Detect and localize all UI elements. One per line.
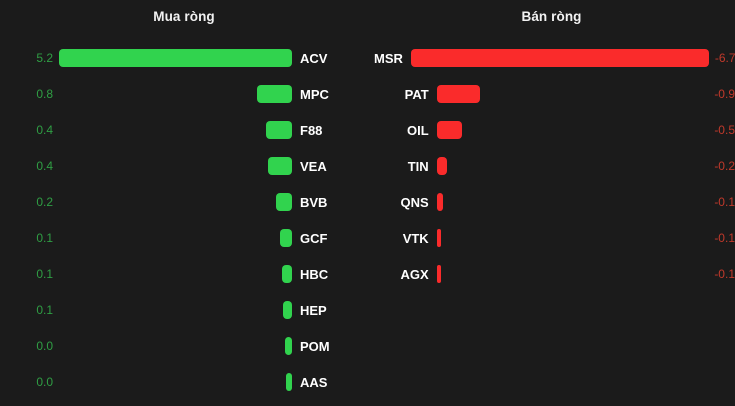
sell-bar[interactable] (436, 265, 441, 283)
sell-bar[interactable] (436, 157, 447, 175)
buy-ticker-label[interactable]: MPC (300, 86, 329, 102)
sell-ticker-label[interactable]: AGX (400, 266, 429, 282)
chart-row: TIN -0.2 (368, 148, 735, 184)
buy-ticker-label[interactable]: HBC (300, 266, 329, 282)
buy-value-label: 0.0 (36, 339, 53, 353)
sell-value-label: -0.5 (714, 123, 735, 137)
buy-bar-track (59, 121, 292, 139)
sell-bar[interactable] (410, 49, 709, 67)
buy-ticker-label[interactable]: AAS (300, 374, 328, 390)
buy-bar[interactable] (59, 49, 292, 67)
chart-row: 0.4 VEA (0, 148, 368, 184)
buy-panel-title: Mua ròng (153, 9, 215, 24)
sell-value-label: -0.1 (714, 231, 735, 245)
buy-rows: 5.2 ACV 0.8 MPC 0.4 F88 0.4 VEA 0.2 BVB 0.1 GCF 0.1 H… (0, 40, 368, 400)
chart-row: 0.8 MPC (0, 76, 368, 112)
buy-value-label: 5.2 (36, 51, 53, 65)
buy-bar[interactable] (276, 193, 292, 211)
buy-bar-track (59, 85, 292, 103)
sell-ticker-label[interactable]: TIN (407, 158, 429, 174)
chart-row: 0.1 HEP (0, 292, 368, 328)
buy-value-label: 0.1 (36, 267, 53, 281)
buy-value-label: 0.8 (36, 87, 53, 101)
buy-bar[interactable] (283, 301, 292, 319)
buy-ticker-label[interactable]: POM (300, 338, 330, 354)
sell-ticker-label[interactable]: PAT (404, 86, 429, 102)
buy-ticker-label[interactable]: VEA (300, 158, 327, 174)
chart-row: PAT -0.9 (368, 76, 735, 112)
sell-ticker-label[interactable]: VTK (402, 230, 429, 246)
sell-rows: MSR -6.7 PAT -0.9 OIL -0.5 TIN -0.2 QNS -0.1 VTK -0… (368, 40, 735, 292)
sell-bar-track (410, 49, 709, 67)
buy-value-label: 0.4 (36, 159, 53, 173)
sell-ticker-label[interactable]: MSR (374, 50, 403, 66)
sell-bar[interactable] (436, 193, 443, 211)
buy-ticker-label[interactable]: HEP (300, 302, 327, 318)
buy-value-label: 0.0 (36, 375, 53, 389)
buy-panel: Mua ròng 5.2 ACV 0.8 MPC 0.4 F88 0.4 VEA 0.2 BVB 0… (0, 9, 368, 400)
sell-bar-track (436, 157, 709, 175)
sell-bar-track (436, 193, 709, 211)
buy-value-label: 0.1 (36, 231, 53, 245)
sell-bar-track (436, 85, 709, 103)
sell-value-label: -0.9 (714, 87, 735, 101)
buy-bar[interactable] (282, 265, 292, 283)
chart-row: QNS -0.1 (368, 184, 735, 220)
chart-row: 0.2 BVB (0, 184, 368, 220)
buy-bar-track (59, 157, 292, 175)
buy-bar[interactable] (268, 157, 292, 175)
buy-bar[interactable] (280, 229, 292, 247)
sell-bar-track (436, 265, 709, 283)
buy-value-label: 0.4 (36, 123, 53, 137)
buy-bar-track (59, 193, 292, 211)
sell-value-label: -6.7 (714, 51, 735, 65)
buy-bar-track (59, 373, 292, 391)
sell-bar[interactable] (436, 85, 480, 103)
buy-bar[interactable] (286, 373, 292, 391)
buy-bar[interactable] (257, 85, 292, 103)
sell-value-label: -0.1 (714, 195, 735, 209)
buy-bar-track (59, 49, 292, 67)
buy-ticker-label[interactable]: GCF (300, 230, 328, 246)
chart-row: 0.4 F88 (0, 112, 368, 148)
buy-bar-track (59, 337, 292, 355)
buy-bar[interactable] (285, 337, 292, 355)
sell-bar[interactable] (436, 121, 462, 139)
buy-bar-track (59, 301, 292, 319)
buy-value-label: 0.2 (36, 195, 53, 209)
chart-row: 5.2 ACV (0, 40, 368, 76)
sell-value-label: -0.2 (714, 159, 735, 173)
chart-row: OIL -0.5 (368, 112, 735, 148)
buy-bar-track (59, 265, 292, 283)
sell-bar-track (436, 229, 709, 247)
chart-row: AGX -0.1 (368, 256, 735, 292)
sell-ticker-label[interactable]: QNS (400, 194, 429, 210)
buy-ticker-label[interactable]: BVB (300, 194, 328, 210)
chart-row: MSR -6.7 (368, 40, 735, 76)
sell-bar[interactable] (436, 229, 441, 247)
sell-panel-title: Bán ròng (521, 9, 582, 24)
chart-row: 0.0 AAS (0, 364, 368, 400)
sell-bar-track (436, 121, 709, 139)
buy-ticker-label[interactable]: ACV (300, 50, 328, 66)
chart-row: VTK -0.1 (368, 220, 735, 256)
sell-value-label: -0.1 (714, 267, 735, 281)
chart-row: 0.0 POM (0, 328, 368, 364)
buy-bar-track (59, 229, 292, 247)
buy-ticker-label[interactable]: F88 (300, 122, 323, 138)
chart-row: 0.1 HBC (0, 256, 368, 292)
chart-row: 0.1 GCF (0, 220, 368, 256)
sell-ticker-label[interactable]: OIL (407, 122, 429, 138)
sell-panel: Bán ròng MSR -6.7 PAT -0.9 OIL -0.5 TIN -0.2 QNS… (368, 0, 735, 406)
buy-value-label: 0.1 (36, 303, 53, 317)
buy-bar[interactable] (266, 121, 292, 139)
